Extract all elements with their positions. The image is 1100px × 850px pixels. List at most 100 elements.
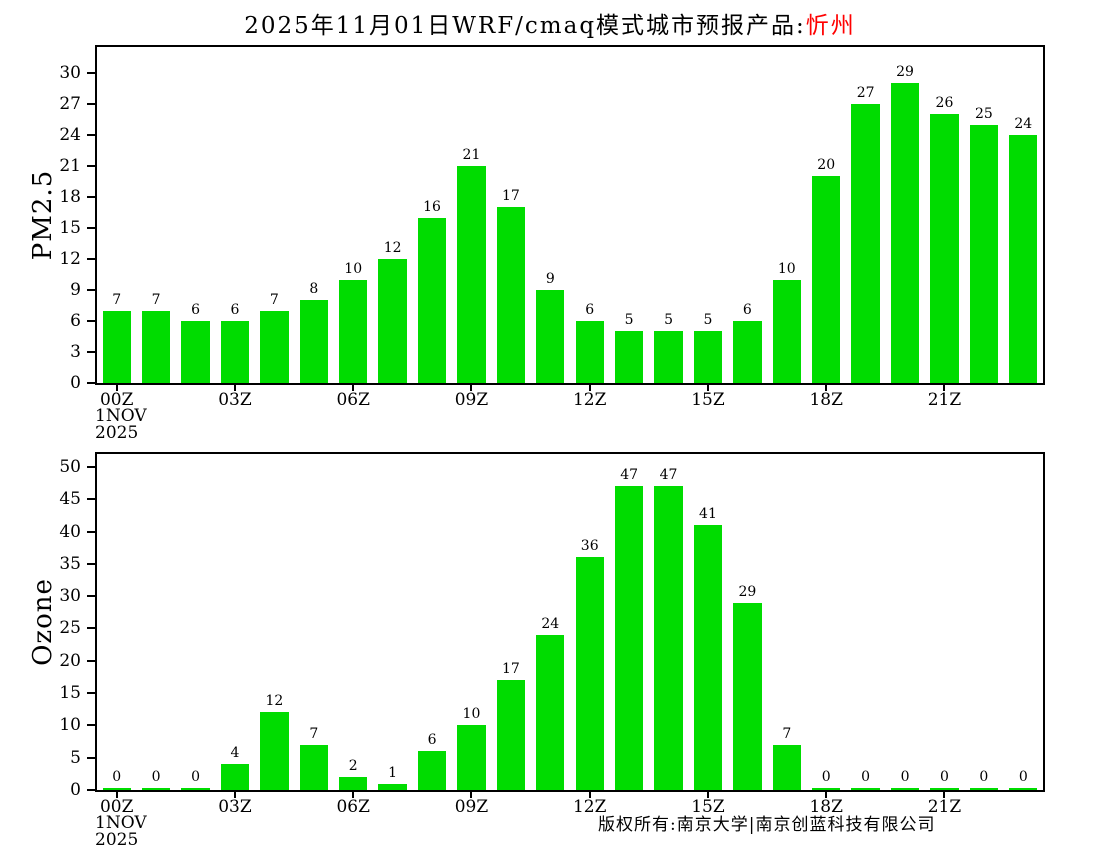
y-tick-label: 30 <box>59 586 81 607</box>
pm25-date-line2: 2025 <box>95 423 139 443</box>
y-tick-mark <box>87 71 95 74</box>
bar <box>299 300 328 383</box>
bar-slot: 5 <box>649 47 688 383</box>
bar <box>102 310 131 383</box>
bar-value-label: 16 <box>423 198 441 215</box>
y-tick-label: 9 <box>70 279 81 300</box>
bar-slot: 2 <box>334 454 373 790</box>
y-tick-mark <box>87 627 95 630</box>
y-tick-label: 0 <box>70 780 81 800</box>
bar <box>890 83 920 383</box>
y-tick-mark <box>87 350 95 353</box>
bar <box>417 217 447 383</box>
bar-value-label: 20 <box>817 157 836 174</box>
bar-value-label: 26 <box>935 95 954 112</box>
bar-value-label: 1 <box>388 764 398 781</box>
y-tick-mark <box>87 102 95 105</box>
bar-slot: 29 <box>728 454 767 790</box>
bar-value-label: 6 <box>191 301 200 318</box>
bar-value-label: 7 <box>269 291 279 308</box>
bar <box>457 165 486 383</box>
bar-value-label: 47 <box>620 467 639 484</box>
pm25-plot-area: 0 3 6 9 12 15 18 21 24 27 30 7 7 6 6 7 8 10 12 16 21 17 9 6 5 5 5 6… <box>59 45 1045 410</box>
pm25-date-line1: 1NOV <box>95 406 147 426</box>
y-tick-label: 45 <box>59 489 81 510</box>
x-tick-mark <box>706 383 709 391</box>
bar-slot: 0 <box>846 454 885 790</box>
y-tick-mark <box>87 595 95 598</box>
x-tick-label: 03Z <box>218 797 252 817</box>
bar <box>851 103 880 383</box>
y-tick-mark <box>87 382 95 384</box>
y-tick-mark <box>87 257 95 260</box>
bar-value-label: 0 <box>191 769 200 785</box>
bar-value-label: 5 <box>664 312 673 329</box>
bar <box>1009 788 1038 790</box>
bar <box>733 602 762 790</box>
bar-slot: 0 <box>1004 454 1043 790</box>
bar-slot: 10 <box>767 47 806 383</box>
bar-slot: 6 <box>728 47 767 383</box>
x-tick-mark <box>588 790 591 798</box>
bar <box>693 525 723 790</box>
bar <box>260 712 289 790</box>
ozone-date-label: 1NOV 2025 <box>95 815 147 849</box>
bar <box>339 777 368 790</box>
bar-slot: 7 <box>294 454 333 790</box>
x-tick-label: 06Z <box>336 390 370 410</box>
y-tick-label: 35 <box>59 553 81 574</box>
pm25-date-label: 1NOV 2025 <box>95 408 147 442</box>
bar-slot: 16 <box>412 47 451 383</box>
bar <box>260 310 289 383</box>
bar-slot: 10 <box>334 47 373 383</box>
bar-value-label: 7 <box>112 291 122 308</box>
bar <box>930 114 959 383</box>
x-tick-mark <box>470 383 473 391</box>
bar <box>496 680 526 790</box>
x-tick-mark <box>233 790 236 798</box>
y-tick-mark <box>87 530 95 533</box>
x-tick-mark <box>470 790 473 798</box>
bar-value-label: 0 <box>151 769 161 785</box>
x-tick-mark <box>115 790 118 798</box>
ozone-date-line1: 1NOV <box>95 813 147 833</box>
bar-slot: 0 <box>807 454 846 790</box>
bar <box>733 320 762 383</box>
x-tick-label: 09Z <box>454 797 489 817</box>
bar-slot: 9 <box>531 47 570 383</box>
y-tick-mark <box>87 756 95 759</box>
bar <box>1009 134 1038 383</box>
bar <box>772 279 801 383</box>
y-tick-mark <box>87 164 95 167</box>
bar-value-label: 17 <box>501 661 520 678</box>
x-tick-label: 03Z <box>218 390 252 410</box>
x-tick-label: 09Z <box>454 390 489 410</box>
bar-value-label: 4 <box>230 745 240 762</box>
bar <box>417 751 447 790</box>
bar-slot: 8 <box>294 47 333 383</box>
y-tick-mark <box>87 724 95 727</box>
bar <box>654 331 683 383</box>
ozone-date-line2: 2025 <box>95 830 139 850</box>
bar <box>812 176 841 383</box>
y-tick-label: 5 <box>70 747 81 768</box>
y-tick-label: 3 <box>70 341 81 362</box>
y-tick-label: 40 <box>59 521 81 542</box>
bar-value-label: 0 <box>979 769 989 785</box>
bar-value-label: 6 <box>427 732 437 749</box>
y-tick-label: 10 <box>59 715 81 736</box>
x-tick-mark <box>706 790 709 798</box>
x-tick-label: 00Z <box>99 390 134 410</box>
bar-value-label: 29 <box>738 583 757 600</box>
y-tick-mark <box>87 562 95 565</box>
y-tick-mark <box>87 133 95 136</box>
bar <box>930 788 959 790</box>
bar <box>693 331 723 383</box>
x-tick-mark <box>115 383 118 391</box>
y-tick-label: 50 <box>59 456 81 477</box>
bar-slot: 0 <box>925 454 964 790</box>
bar <box>378 258 407 383</box>
y-tick-mark <box>87 465 95 468</box>
bar <box>102 788 131 790</box>
bar-value-label: 12 <box>383 239 402 256</box>
